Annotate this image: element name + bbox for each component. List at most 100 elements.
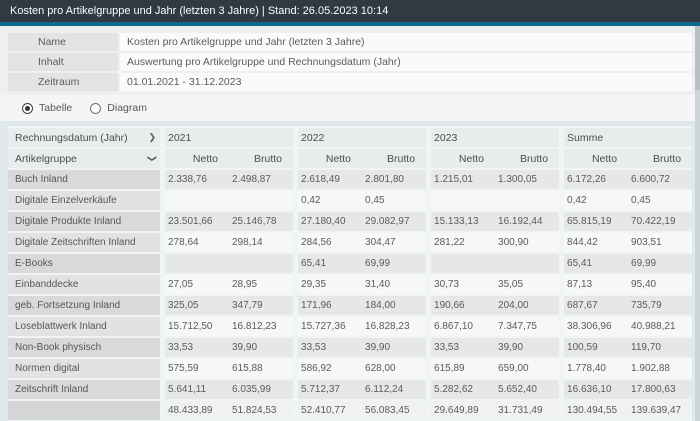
cell-value: 15.712,50 xyxy=(165,317,229,336)
netto-header[interactable]: Netto xyxy=(165,149,229,168)
chevron-right-icon[interactable]: ❯ xyxy=(148,132,156,142)
table-row: 48.433,89 51.824,53 52.410,77 56.083,45 29.6… xyxy=(8,401,693,420)
table-row: geb. Fortsetzung Inland 325,05 347,79 171,9… xyxy=(8,296,693,315)
netto-header[interactable]: Netto xyxy=(298,149,363,168)
cell-value: 844,42 xyxy=(564,233,629,252)
cell-value: 300,90 xyxy=(495,233,560,252)
row-dimension-header[interactable]: Artikelgruppe ❯ xyxy=(8,149,160,168)
info-value: 01.01.2021 - 31.12.2023 xyxy=(120,73,692,91)
chevron-down-icon[interactable]: ❯ xyxy=(147,154,158,163)
cell-value: 278,64 xyxy=(165,233,229,252)
info-row-name: Name Kosten pro Artikelgruppe und Jahr (… xyxy=(8,33,692,51)
cell-value: 95,40 xyxy=(628,275,693,294)
cell-value: 6.112,24 xyxy=(362,380,427,399)
vertical-scrollbar[interactable] xyxy=(695,26,700,421)
cell-value: 281,22 xyxy=(431,233,496,252)
brutto-header[interactable]: Brutto xyxy=(229,149,294,168)
cell-value: 1.300,05 xyxy=(495,170,560,189)
radio-tabelle[interactable]: Tabelle xyxy=(22,102,72,114)
cell-value: 184,00 xyxy=(362,296,427,315)
cell-value: 6.035,99 xyxy=(229,380,294,399)
cell-value: 33,53 xyxy=(298,338,363,357)
cell-value: 100,59 xyxy=(564,338,629,357)
year-header[interactable]: 2022 xyxy=(298,128,427,147)
cell-value: 586,92 xyxy=(298,359,363,378)
row-label[interactable]: Normen digital xyxy=(8,359,160,378)
cell-value: 16.812,23 xyxy=(229,317,294,336)
year-header[interactable]: 2021 xyxy=(165,128,294,147)
cell-value xyxy=(431,254,496,273)
netto-header[interactable]: Netto xyxy=(564,149,629,168)
cell-value: 28,95 xyxy=(229,275,294,294)
cell-value: 0,42 xyxy=(564,191,629,210)
cell-value xyxy=(431,191,496,210)
cell-value: 130.494,55 xyxy=(564,401,629,420)
year-header[interactable]: Summe xyxy=(564,128,693,147)
cell-value: 29,35 xyxy=(298,275,363,294)
row-label[interactable]: Einbanddecke xyxy=(8,275,160,294)
column-dimension-header[interactable]: Rechnungsdatum (Jahr) ❯ xyxy=(8,128,160,147)
cell-value: 298,14 xyxy=(229,233,294,252)
cell-value xyxy=(165,191,229,210)
row-label[interactable]: Non-Book physisch xyxy=(8,338,160,357)
info-row-zeitraum: Zeitraum 01.01.2021 - 31.12.2023 xyxy=(8,73,692,91)
cell-value: 23.501,66 xyxy=(165,212,229,231)
brutto-header[interactable]: Brutto xyxy=(628,149,693,168)
cell-value: 33,53 xyxy=(165,338,229,357)
cell-value: 33,53 xyxy=(431,338,496,357)
row-label[interactable]: E-Books xyxy=(8,254,160,273)
radio-unselected-icon[interactable] xyxy=(90,102,102,114)
table-row: Einbanddecke 27,05 28,95 29,35 31,40 30,73 35,… xyxy=(8,275,693,294)
cell-value: 87,13 xyxy=(564,275,629,294)
cell-value: 6.867,10 xyxy=(431,317,496,336)
cell-value: 347,79 xyxy=(229,296,294,315)
total-row-label[interactable] xyxy=(8,401,160,420)
table-row: E-Books 65,41 69,99 65,41 69,99 xyxy=(8,254,693,273)
row-dimension-label: Artikelgruppe xyxy=(15,152,77,165)
cell-value: 1.778,40 xyxy=(564,359,629,378)
radio-diagram[interactable]: Diagram xyxy=(90,102,147,114)
cell-value xyxy=(495,254,560,273)
row-label[interactable]: Buch Inland xyxy=(8,170,160,189)
cell-value: 5.652,40 xyxy=(495,380,560,399)
row-label[interactable]: geb. Fortsetzung Inland xyxy=(8,296,160,315)
cell-value xyxy=(495,191,560,210)
table-row: Zeitschrift Inland 5.641,11 6.035,99 5.712,… xyxy=(8,380,693,399)
row-label[interactable]: Loseblattwerk Inland xyxy=(8,317,160,336)
cell-value: 2.618,49 xyxy=(298,170,363,189)
row-label[interactable]: Digitale Produkte Inland xyxy=(8,212,160,231)
cell-value: 51.824,53 xyxy=(229,401,294,420)
radio-selected-icon[interactable] xyxy=(22,102,33,114)
cell-value: 70.422,19 xyxy=(628,212,693,231)
brutto-header[interactable]: Brutto xyxy=(362,149,427,168)
cell-value: 65,41 xyxy=(564,254,629,273)
cell-value: 30,73 xyxy=(431,275,496,294)
info-label: Name xyxy=(8,33,118,51)
cell-value: 615,88 xyxy=(229,359,294,378)
cell-value: 204,00 xyxy=(495,296,560,315)
year-header[interactable]: 2023 xyxy=(431,128,560,147)
window-title: Kosten pro Artikelgruppe und Jahr (letzt… xyxy=(0,0,700,22)
cell-value: 48.433,89 xyxy=(165,401,229,420)
table-row: Digitale Zeitschriften Inland 278,64 298,1… xyxy=(8,233,693,252)
cell-value: 2.498,87 xyxy=(229,170,294,189)
table-body: Buch Inland 2.338,76 2.498,87 2.618,49 2.801… xyxy=(8,170,693,420)
cell-value: 5.712,37 xyxy=(298,380,363,399)
cell-value: 69,99 xyxy=(628,254,693,273)
scrollbar-thumb[interactable] xyxy=(695,26,700,90)
cell-value: 65,41 xyxy=(298,254,363,273)
year-header-row: Rechnungsdatum (Jahr) ❯ 2021 2022 2023 Summ… xyxy=(8,128,693,147)
cell-value: 659,00 xyxy=(495,359,560,378)
cell-value: 65.815,19 xyxy=(564,212,629,231)
row-label[interactable]: Zeitschrift Inland xyxy=(8,380,160,399)
netto-header[interactable]: Netto xyxy=(431,149,496,168)
cell-value: 2.338,76 xyxy=(165,170,229,189)
cell-value: 25.146,78 xyxy=(229,212,294,231)
brutto-header[interactable]: Brutto xyxy=(495,149,560,168)
cell-value: 628,00 xyxy=(362,359,427,378)
row-label[interactable]: Digitale Zeitschriften Inland xyxy=(8,233,160,252)
cell-value: 39,90 xyxy=(229,338,294,357)
info-value: Kosten pro Artikelgruppe und Jahr (letzt… xyxy=(120,33,692,51)
row-label[interactable]: Digitale Einzelverkäufe xyxy=(8,191,160,210)
